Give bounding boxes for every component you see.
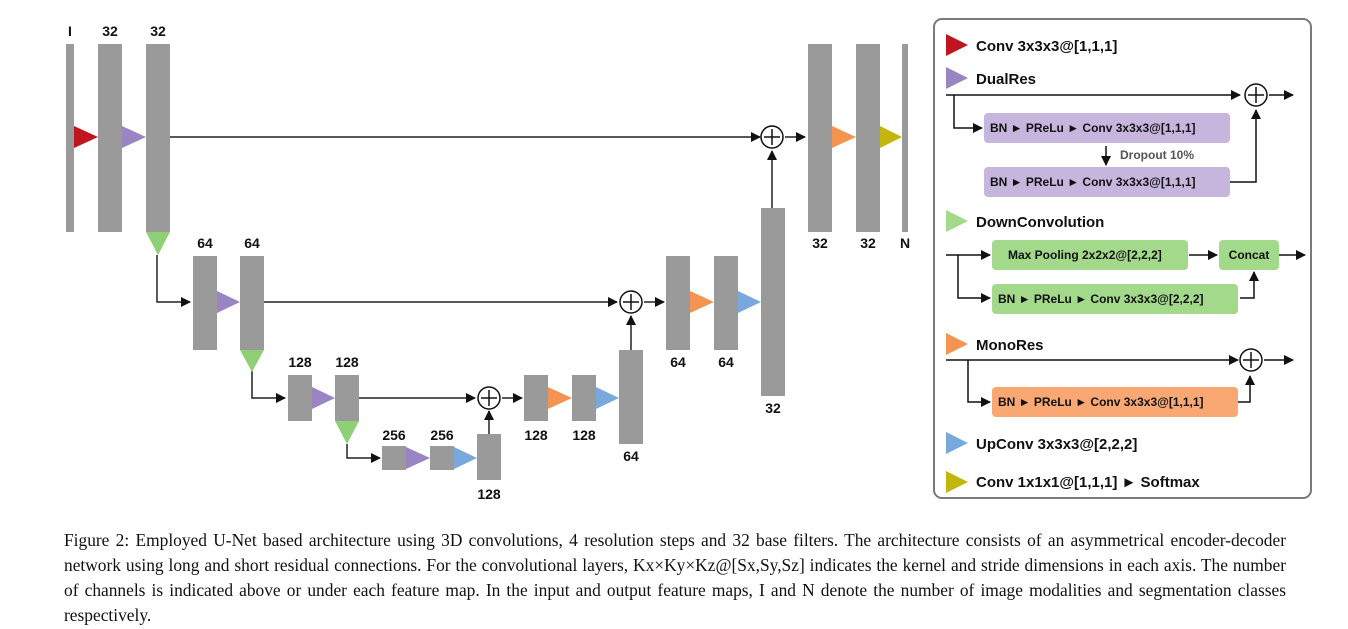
channel-label: 64: [670, 354, 686, 370]
sum-node-icon: [1239, 348, 1263, 372]
dualres-triangle-icon: [217, 291, 240, 313]
feature-map-enc2b: [240, 256, 264, 350]
legend-monores-label: MonoRes: [976, 337, 1044, 354]
conv-triangle-icon: [74, 126, 98, 148]
downconv-box: [992, 284, 1238, 314]
channel-label: 64: [244, 235, 260, 251]
channel-label: 32: [812, 235, 828, 251]
dualres-triangle-icon: [406, 447, 430, 469]
legend-dualres-label: DualRes: [976, 71, 1036, 88]
channel-label: 32: [860, 235, 876, 251]
upconv-legend-icon: [946, 432, 968, 454]
dualres-box-2-label: BN ► PReLu ► Conv 3x3x3@[1,1,1]: [990, 175, 1196, 189]
caption-text: Figure 2: Employed U-Net based architect…: [64, 530, 1286, 625]
dualres-box-1-label: BN ► PReLu ► Conv 3x3x3@[1,1,1]: [990, 121, 1196, 135]
down-link-3: [346, 444, 381, 463]
channel-label: 64: [718, 354, 734, 370]
feature-map-out2: [856, 44, 880, 232]
final-conv-triangle-icon: [880, 126, 902, 148]
legend-conv-label: Conv 3x3x3@[1,1,1]: [976, 38, 1117, 55]
channel-label: N: [900, 235, 910, 251]
dualres-box-2: [984, 167, 1230, 197]
downconv-box-label: BN ► PReLu ► Conv 3x3x3@[2,2,2]: [998, 292, 1204, 306]
feature-map-dec2c: [761, 208, 785, 396]
sum-node-icon: [619, 290, 643, 314]
dropout-label: Dropout 10%: [1120, 148, 1194, 162]
conv-legend-icon: [946, 34, 968, 56]
legend-panel: Conv 3x3x3@[1,1,1] DualRes BN ► PReLu ► …: [933, 18, 1312, 499]
channel-label: 32: [102, 23, 118, 39]
feature-map-dec3a: [524, 375, 548, 421]
legend-upconv-label: UpConv 3x3x3@[2,2,2]: [976, 436, 1137, 453]
feature-map-out1: [808, 44, 832, 232]
upconv-triangle-icon: [596, 387, 619, 409]
feature-map-enc4a: [382, 446, 406, 470]
figure-caption: Figure 2: Employed U-Net based architect…: [64, 528, 1286, 628]
feature-map-dec2b: [714, 256, 738, 350]
channel-label: 256: [382, 427, 406, 443]
feature-map-enc1b: [146, 44, 170, 232]
feature-map-dec4: [477, 434, 501, 480]
downconv-triangle-icon: [146, 232, 170, 255]
monores-triangle-icon: [690, 291, 714, 313]
feature-map-enc1a: [98, 44, 122, 232]
monores-triangle-icon: [548, 387, 572, 409]
channel-label: 128: [524, 427, 548, 443]
channel-label: 256: [430, 427, 454, 443]
downconv-legend-icon: [946, 210, 968, 232]
downconv-triangle-icon: [240, 350, 264, 372]
feature-map-enc4b: [430, 446, 454, 470]
upconv-triangle-icon: [454, 447, 477, 469]
dualres-legend-icon: [946, 67, 968, 89]
feature-map-input: [66, 44, 74, 232]
channel-label: 64: [623, 448, 639, 464]
monores-box: [992, 387, 1238, 417]
dualres-triangle-icon: [122, 126, 146, 148]
channel-label: 32: [765, 400, 781, 416]
feature-map-dec3c: [619, 350, 643, 444]
final-legend-icon: [946, 471, 968, 493]
channel-label: 128: [572, 427, 596, 443]
legend-downconv-label: DownConvolution: [976, 214, 1104, 231]
channel-label: 64: [197, 235, 213, 251]
monores-triangle-icon: [832, 126, 856, 148]
concat-box-label: Concat: [1229, 248, 1270, 262]
channel-label: 32: [150, 23, 166, 39]
down-link-2: [251, 371, 286, 403]
channel-label: 128: [477, 486, 501, 502]
dualres-triangle-icon: [312, 387, 335, 409]
downconv-triangle-icon: [335, 421, 359, 444]
channel-label: 128: [288, 354, 312, 370]
feature-map-enc3b: [335, 375, 359, 421]
sum-node-icon: [760, 125, 784, 149]
feature-map-enc2a: [193, 256, 217, 350]
dualres-box-1: [984, 113, 1230, 143]
channel-label: 128: [335, 354, 359, 370]
feature-map-enc3a: [288, 375, 312, 421]
channel-label: I: [68, 23, 72, 39]
monores-box-label: BN ► PReLu ► Conv 3x3x3@[1,1,1]: [998, 395, 1204, 409]
legend-final-label: Conv 1x1x1@[1,1,1] ► Softmax: [976, 474, 1200, 491]
feature-map-output: [902, 44, 908, 232]
unet-diagram: I 32 32 64 64 128 128 256 256 128 128 12…: [66, 18, 1312, 502]
maxpool-box: [992, 240, 1188, 270]
sum-node-icon: [477, 386, 501, 410]
sum-node-icon: [1244, 83, 1268, 107]
maxpool-box-label: Max Pooling 2x2x2@[2,2,2]: [1008, 248, 1162, 262]
monores-legend-icon: [946, 333, 968, 355]
upconv-triangle-icon: [738, 291, 761, 313]
feature-map-dec2a: [666, 256, 690, 350]
concat-box: [1219, 240, 1279, 270]
down-link-1: [156, 255, 191, 307]
feature-map-dec3b: [572, 375, 596, 421]
